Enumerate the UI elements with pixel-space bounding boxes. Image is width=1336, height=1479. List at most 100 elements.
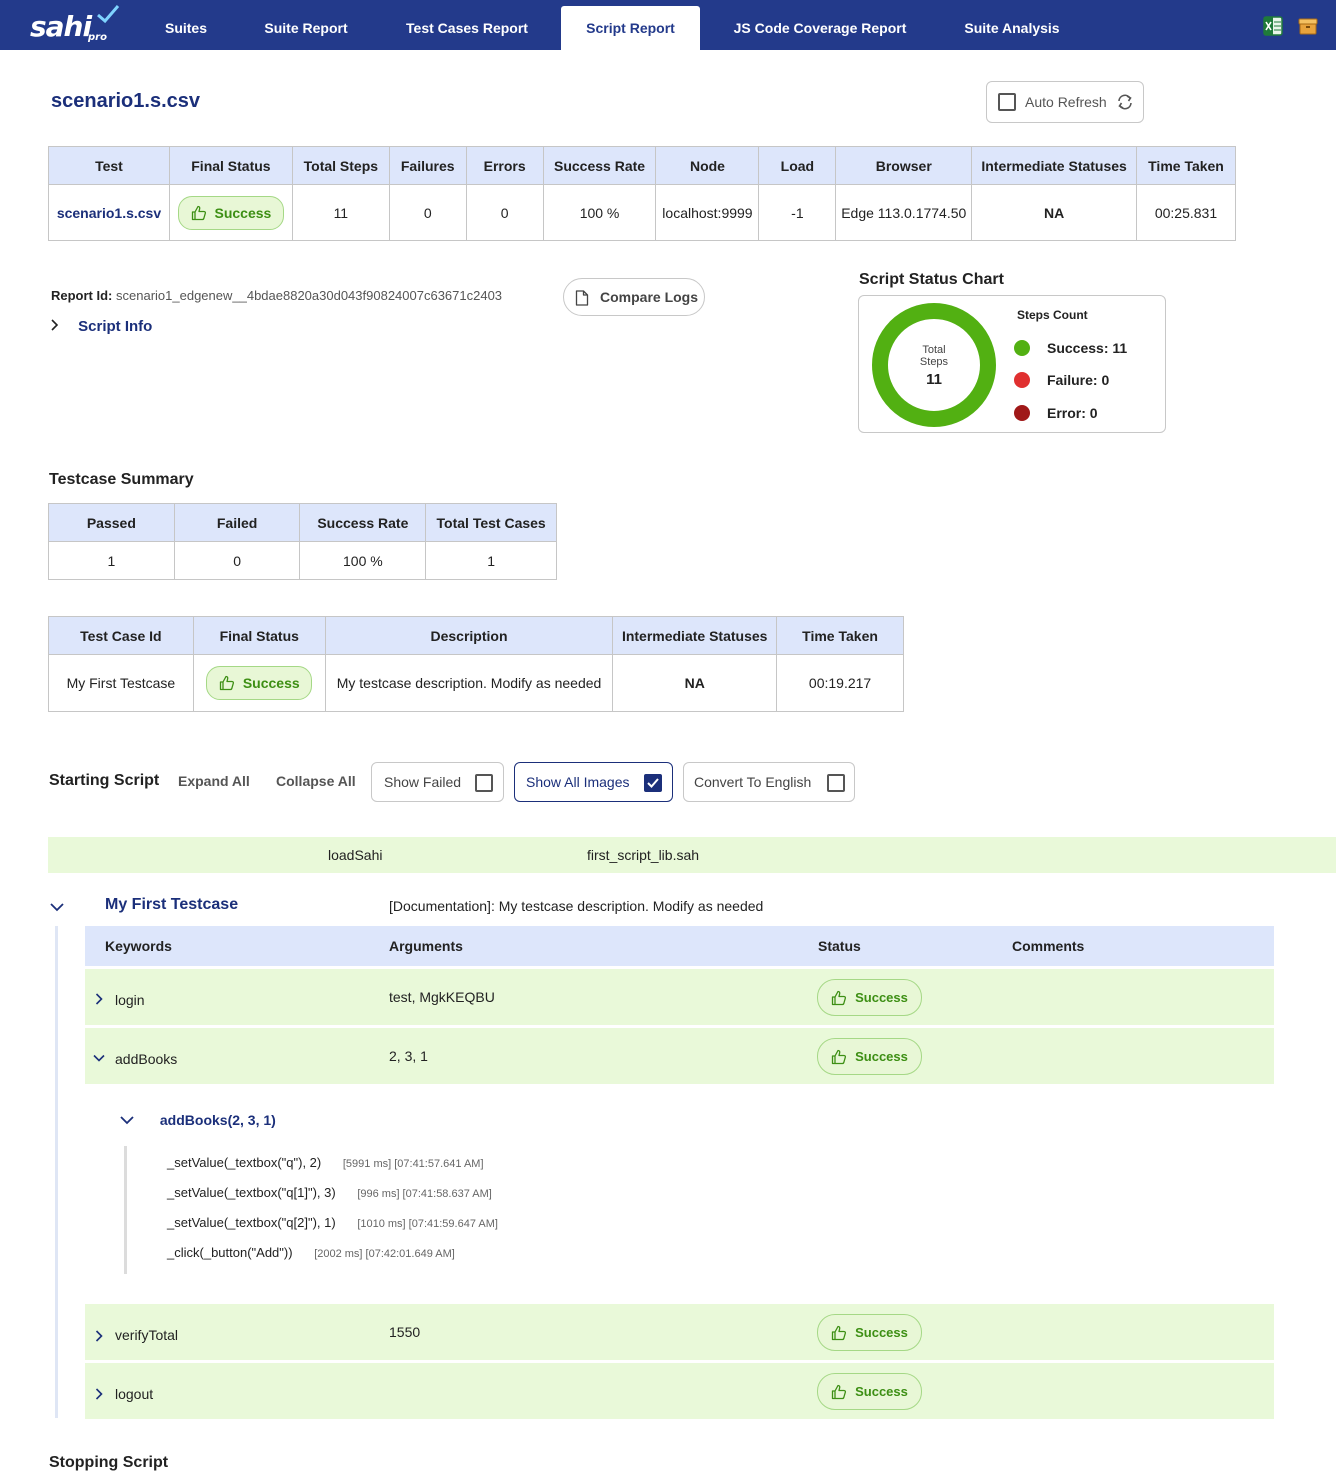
sub-call-header[interactable]: addBooks(2, 3, 1) bbox=[120, 1112, 276, 1128]
show-all-images-checkbox[interactable] bbox=[644, 774, 662, 792]
thumbs-up-icon bbox=[219, 675, 234, 691]
keyword-row-verifytotal[interactable]: verifyTotal 1550 Success bbox=[85, 1304, 1274, 1360]
legend-error: Error: 0 bbox=[1047, 405, 1098, 421]
keyword-row-logout[interactable]: logout Success bbox=[85, 1363, 1274, 1419]
keyword-row-login[interactable]: login test, MgkKEQBU Success bbox=[85, 969, 1274, 1025]
legend-success-dot bbox=[1014, 340, 1030, 356]
col-success-rate: Success Rate bbox=[299, 503, 427, 542]
step-code: _setValue(_textbox("q[2]"), 1) bbox=[167, 1215, 336, 1230]
status-text: Success bbox=[855, 1384, 908, 1399]
success-slice bbox=[872, 303, 996, 427]
col-node: Node bbox=[655, 146, 760, 185]
success-rate-value: 100 % bbox=[299, 541, 427, 580]
col-browser: Browser bbox=[835, 146, 973, 185]
intermediate-statuses-value: NA bbox=[612, 654, 778, 712]
archive-icon[interactable] bbox=[1298, 16, 1318, 36]
expand-all-button[interactable]: Expand All bbox=[178, 773, 250, 789]
step-line: _setValue(_textbox("q[1]"), 3) [996 ms] … bbox=[167, 1185, 492, 1200]
table-row: My First Testcase Success My testcase de… bbox=[48, 654, 904, 712]
intermediate-statuses-value: NA bbox=[971, 184, 1137, 241]
show-all-images-label: Show All Images bbox=[526, 774, 630, 790]
step-meta: [996 ms] [07:41:58.637 AM] bbox=[357, 1188, 492, 1200]
failed-value: 0 bbox=[173, 541, 301, 580]
step-code: _click(_button("Add")) bbox=[167, 1245, 293, 1260]
total-test-cases-value: 1 bbox=[425, 541, 557, 580]
table-header-row: Test Case Id Final Status Description In… bbox=[48, 616, 904, 655]
sub-call-guide-line bbox=[124, 1146, 127, 1274]
success-rate-value: 100 % bbox=[542, 184, 657, 241]
show-failed-toggle[interactable]: Show Failed bbox=[371, 762, 504, 802]
excel-icon[interactable] bbox=[1263, 16, 1283, 36]
donut-center-value: 11 bbox=[926, 371, 942, 388]
chevron-right-icon bbox=[51, 319, 59, 331]
keyword-name: addBooks bbox=[115, 1051, 178, 1067]
page-title: scenario1.s.csv bbox=[51, 90, 200, 112]
testcase-documentation: [Documentation]: My testcase description… bbox=[389, 898, 764, 914]
final-status-cell: Success bbox=[192, 654, 326, 712]
status-text: Success bbox=[214, 204, 272, 221]
tab-suites[interactable]: Suites bbox=[164, 20, 207, 36]
legend-error-dot bbox=[1014, 405, 1030, 421]
stopping-script-title: Stopping Script bbox=[49, 1454, 169, 1471]
testcase-header[interactable]: My First Testcase [Documentation]: My te… bbox=[48, 890, 1336, 922]
browser-value: Edge 113.0.1774.50 bbox=[835, 184, 973, 241]
status-badge: Success bbox=[817, 1038, 922, 1075]
step-line: _setValue(_textbox("q"), 2) [5991 ms] [0… bbox=[167, 1155, 484, 1170]
col-final-status: Final Status bbox=[168, 146, 293, 185]
load-sahi-row: loadSahi first_script_lib.sah bbox=[48, 837, 1336, 873]
checkmark-icon bbox=[647, 778, 659, 788]
table-row: 1 0 100 % 1 bbox=[48, 541, 557, 580]
auto-refresh-checkbox[interactable] bbox=[998, 93, 1016, 111]
col-keywords: Keywords bbox=[105, 938, 172, 954]
keyword-arguments: 1550 bbox=[389, 1324, 421, 1340]
status-badge: Success bbox=[177, 195, 284, 230]
step-meta: [2002 ms] [07:42:01.649 AM] bbox=[314, 1248, 455, 1260]
thumbs-up-icon bbox=[831, 990, 847, 1005]
load-keyword: loadSahi bbox=[328, 847, 383, 863]
col-comments: Comments bbox=[1012, 938, 1085, 954]
auto-refresh-label: Auto Refresh bbox=[1025, 94, 1107, 110]
description-value: My testcase description. Modify as neede… bbox=[324, 654, 614, 712]
chevron-down-icon[interactable] bbox=[50, 902, 64, 912]
errors-value: 0 bbox=[465, 184, 544, 241]
col-total-test-cases: Total Test Cases bbox=[425, 503, 557, 542]
test-name-link[interactable]: scenario1.s.csv bbox=[48, 184, 170, 241]
tab-js-code-coverage-report[interactable]: JS Code Coverage Report bbox=[733, 20, 907, 36]
collapse-all-button[interactable]: Collapse All bbox=[276, 773, 356, 789]
time-taken-value: 00:19.217 bbox=[776, 654, 904, 712]
tab-script-report[interactable]: Script Report bbox=[561, 6, 700, 50]
chevron-right-icon[interactable] bbox=[95, 1388, 103, 1400]
chevron-right-icon[interactable] bbox=[95, 993, 103, 1005]
show-failed-checkbox[interactable] bbox=[475, 774, 493, 792]
chevron-right-icon[interactable] bbox=[95, 1330, 103, 1342]
tab-suite-analysis[interactable]: Suite Analysis bbox=[964, 20, 1060, 36]
keyword-arguments: test, MgkKEQBU bbox=[389, 989, 495, 1005]
tab-suite-report[interactable]: Suite Report bbox=[264, 20, 348, 36]
legend-failure: Failure: 0 bbox=[1047, 372, 1110, 388]
col-intermediate-statuses: Intermediate Statuses bbox=[612, 616, 778, 655]
keyword-row-addbooks[interactable]: addBooks 2, 3, 1 Success bbox=[85, 1028, 1274, 1084]
chevron-down-icon[interactable] bbox=[120, 1115, 134, 1125]
col-success-rate: Success Rate bbox=[542, 146, 657, 185]
status-text: Success bbox=[855, 1049, 908, 1064]
checkmark-icon bbox=[97, 5, 120, 24]
sahi-pro-logo[interactable]: sahi pro bbox=[30, 4, 122, 46]
convert-to-english-checkbox[interactable] bbox=[827, 774, 845, 792]
auto-refresh-toggle[interactable]: Auto Refresh bbox=[986, 81, 1144, 123]
tab-test-cases-report[interactable]: Test Cases Report bbox=[406, 20, 528, 36]
col-time-taken: Time Taken bbox=[776, 616, 904, 655]
col-test-case-id: Test Case Id bbox=[48, 616, 194, 655]
keyword-name: logout bbox=[115, 1386, 154, 1402]
col-load: Load bbox=[758, 146, 837, 185]
script-info-toggle[interactable]: Script Info bbox=[50, 318, 152, 335]
col-time-taken: Time Taken bbox=[1136, 146, 1236, 185]
compare-logs-button[interactable]: Compare Logs bbox=[563, 278, 705, 316]
col-errors: Errors bbox=[465, 146, 544, 185]
table-header-row: Test Final Status Total Steps Failures E… bbox=[48, 146, 1236, 185]
status-chart: Total Steps 11 Steps Count Success: 11 F… bbox=[858, 295, 1166, 433]
convert-to-english-toggle[interactable]: Convert To English bbox=[683, 762, 855, 802]
final-status-cell: Success bbox=[168, 184, 293, 241]
chevron-down-icon[interactable] bbox=[93, 1054, 105, 1062]
col-final-status: Final Status bbox=[192, 616, 326, 655]
show-all-images-toggle[interactable]: Show All Images bbox=[514, 762, 673, 802]
